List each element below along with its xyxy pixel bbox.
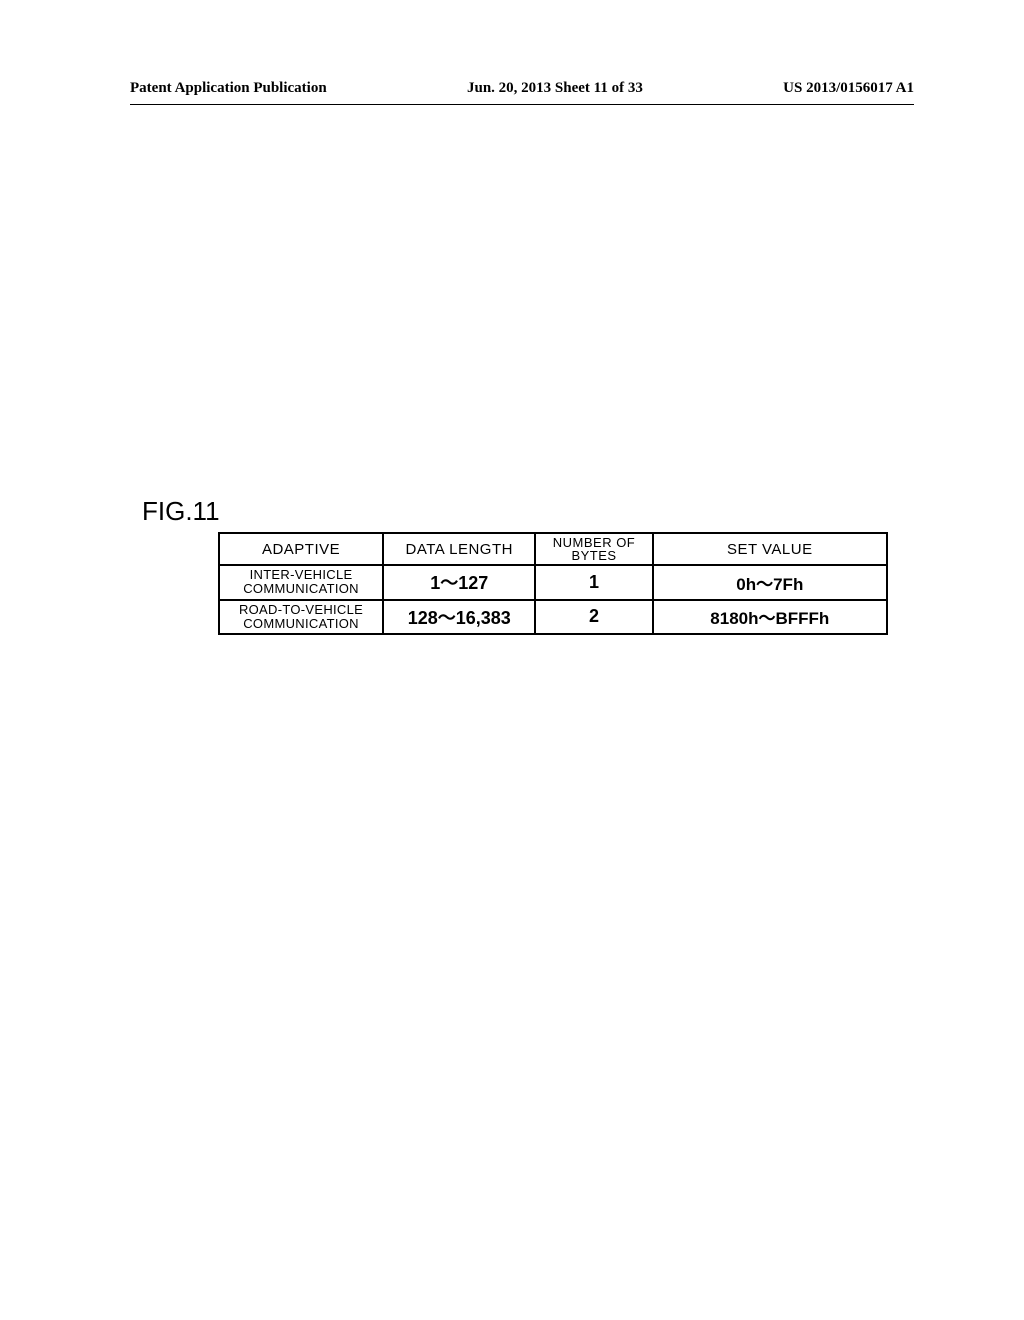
- cell-setvalue-1: 0h～7Fh: [653, 565, 887, 600]
- column-header-bytes-text: NUMBER OF BYTES: [537, 536, 650, 562]
- cell-bytes-2: 2: [535, 600, 652, 635]
- cell-adaptive-1: INTER-VEHICLE COMMUNICATION: [219, 565, 383, 600]
- cell-adaptive-2-text: ROAD-TO-VEHICLE COMMUNICATION: [221, 603, 381, 632]
- figure-label: FIG.11: [142, 496, 220, 527]
- table-header-row: ADAPTIVE DATA LENGTH NUMBER OF BYTES SET…: [219, 533, 887, 565]
- header-divider: [130, 104, 914, 105]
- adaptive-communication-table: ADAPTIVE DATA LENGTH NUMBER OF BYTES SET…: [218, 532, 888, 635]
- table-row: INTER-VEHICLE COMMUNICATION 1～127 1 0h～7…: [219, 565, 887, 600]
- header-date-sheet: Jun. 20, 2013 Sheet 11 of 33: [467, 80, 643, 97]
- cell-adaptive-1-text: INTER-VEHICLE COMMUNICATION: [221, 568, 381, 597]
- cell-datalength-1: 1～127: [383, 565, 535, 600]
- header-publication-number: US 2013/0156017 A1: [783, 80, 914, 97]
- data-table-container: ADAPTIVE DATA LENGTH NUMBER OF BYTES SET…: [218, 532, 888, 635]
- header-publication-type: Patent Application Publication: [130, 80, 327, 97]
- cell-adaptive-2: ROAD-TO-VEHICLE COMMUNICATION: [219, 600, 383, 635]
- cell-setvalue-2: 8180h～BFFFh: [653, 600, 887, 635]
- table-row: ROAD-TO-VEHICLE COMMUNICATION 128～16,383…: [219, 600, 887, 635]
- page-header: Patent Application Publication Jun. 20, …: [130, 80, 914, 97]
- column-header-datalength: DATA LENGTH: [383, 533, 535, 565]
- column-header-adaptive: ADAPTIVE: [219, 533, 383, 565]
- cell-bytes-1: 1: [535, 565, 652, 600]
- cell-datalength-2: 128～16,383: [383, 600, 535, 635]
- column-header-bytes: NUMBER OF BYTES: [535, 533, 652, 565]
- column-header-setvalue: SET VALUE: [653, 533, 887, 565]
